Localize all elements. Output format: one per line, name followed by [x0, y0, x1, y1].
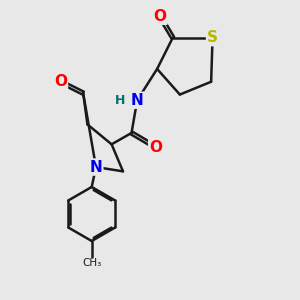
Text: O: O — [154, 9, 166, 24]
Text: CH₃: CH₃ — [82, 258, 101, 268]
Text: O: O — [54, 74, 67, 89]
Text: N: N — [131, 93, 144, 108]
Text: O: O — [149, 140, 162, 155]
Text: N: N — [90, 160, 102, 175]
Text: S: S — [207, 30, 218, 45]
Text: H: H — [115, 94, 125, 107]
